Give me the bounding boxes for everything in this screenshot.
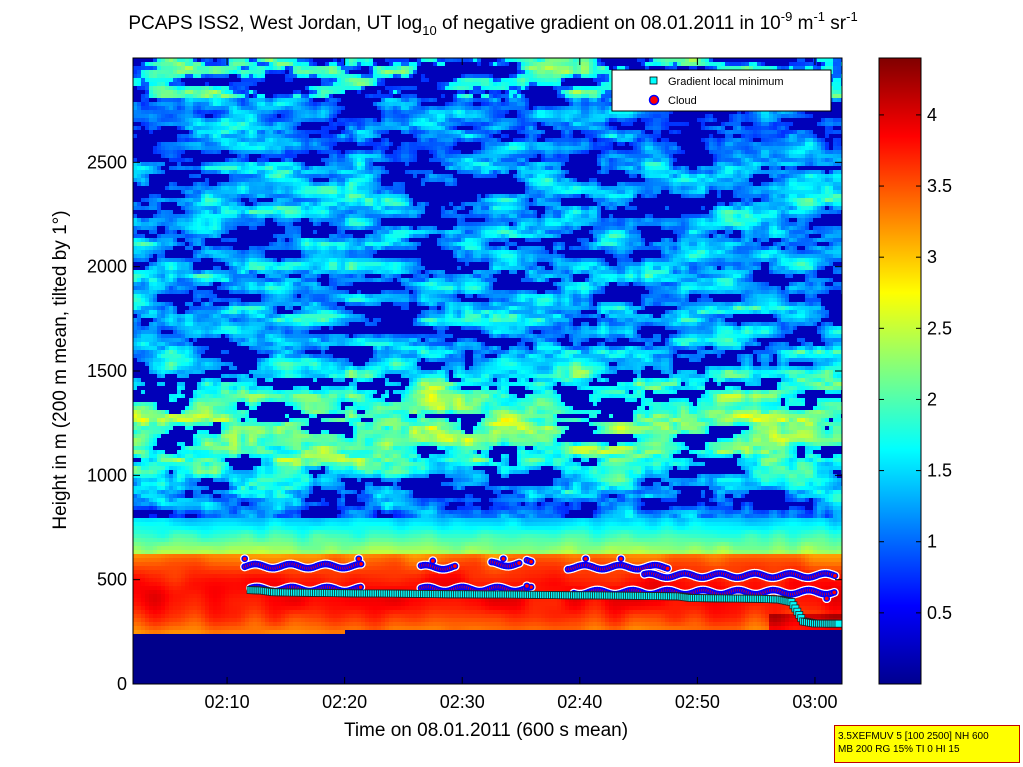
colorbar-tick-label: 1 — [927, 532, 937, 552]
cloud-point — [583, 556, 588, 561]
colorbar-tick-label: 3.5 — [927, 176, 952, 196]
cloud-point — [517, 561, 522, 566]
x-tick-label: 02:50 — [675, 692, 720, 712]
x-tick-label: 02:10 — [205, 692, 250, 712]
cloud-point — [524, 583, 529, 588]
x-tick-label: 02:40 — [557, 692, 602, 712]
gradient-minimum-point — [835, 620, 842, 627]
colorbar — [879, 58, 921, 684]
colorbar-tick-label: 2.5 — [927, 318, 952, 338]
cloud-point — [618, 556, 623, 561]
stamp-line-2: MB 200 RG 15% TI 0 HI 15 — [838, 743, 1019, 756]
colorbar-tick-label: 3 — [927, 247, 937, 267]
x-tick-label: 02:20 — [322, 692, 367, 712]
y-tick-label: 1500 — [87, 361, 127, 381]
processing-info-stamp: 3.5XEFMUV 5 [100 2500] NH 600 MB 200 RG … — [834, 725, 1020, 763]
cloud-point — [832, 573, 837, 578]
colorbar-tick-label: 1.5 — [927, 461, 952, 481]
cloud-point — [832, 590, 837, 595]
cloud-point — [665, 566, 670, 571]
legend-marker-cloud — [650, 96, 659, 105]
cloud-point — [430, 558, 435, 563]
legend-label-cloud: Cloud — [668, 95, 697, 107]
colorbar-tick-label: 2 — [927, 389, 937, 409]
y-tick-label: 2500 — [87, 152, 127, 172]
y-tick-label: 0 — [117, 674, 127, 694]
chart-title: PCAPS ISS2, West Jordan, UT log10 of neg… — [128, 9, 857, 38]
colorbar-tick-label: 0.5 — [927, 603, 952, 623]
stamp-line-1: 3.5XEFMUV 5 [100 2500] NH 600 — [838, 730, 1019, 743]
cloud-point — [501, 556, 506, 561]
cloud-point — [242, 556, 247, 561]
cloud-point — [356, 556, 361, 561]
x-tick-label: 02:30 — [440, 692, 485, 712]
y-tick-label: 2000 — [87, 257, 127, 277]
legend-label-gradient: Gradient local minimum — [668, 76, 784, 88]
legend: Gradient local minimum Cloud — [612, 70, 831, 111]
y-tick-label: 500 — [97, 570, 127, 590]
cloud-point — [452, 563, 457, 568]
legend-marker-gradient — [650, 77, 657, 84]
cloud-point — [359, 561, 364, 566]
colorbar-tick-label: 4 — [927, 105, 937, 125]
y-tick-label: 1000 — [87, 465, 127, 485]
x-tick-label: 03:00 — [792, 692, 837, 712]
cloud-point — [358, 584, 363, 589]
y-axis-label: Height in m (200 m mean, tilted by 1°) — [50, 210, 71, 529]
cloud-point — [529, 559, 534, 564]
x-axis-label: Time on 08.01.2011 (600 s mean) — [344, 720, 628, 741]
cloud-point — [824, 596, 829, 601]
